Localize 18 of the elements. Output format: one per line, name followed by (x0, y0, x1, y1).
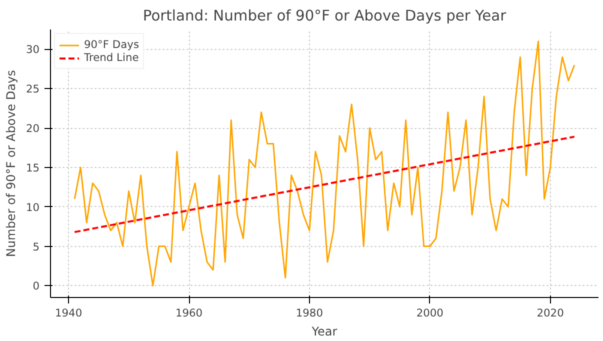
x-tick-label: 2000 (416, 306, 444, 320)
y-tick-label: 20 (26, 122, 40, 136)
chart-title: Portland: Number of 90°F or Above Days per Year (142, 8, 508, 24)
y-tick-label: 10 (26, 200, 40, 214)
line-series (74, 40, 576, 286)
x-tick-label: 2020 (536, 306, 564, 320)
legend-label: 90°F Days (84, 38, 139, 51)
y-tick-label: 25 (26, 82, 40, 96)
y-tick-label: 0 (32, 280, 40, 293)
x-tick-label: 1960 (175, 306, 203, 320)
legend-label: Trend Line (84, 51, 139, 64)
x-tick-label: 1980 (296, 306, 324, 320)
y-axis-title: Number of 90°F or Above Days (4, 70, 18, 257)
y-tick-label: 30 (26, 43, 40, 56)
x-axis-title: Year (310, 324, 338, 338)
y-tick-label: 15 (26, 161, 40, 174)
x-tick-label: 1940 (55, 306, 82, 320)
y-tick-label: 5 (32, 240, 40, 254)
